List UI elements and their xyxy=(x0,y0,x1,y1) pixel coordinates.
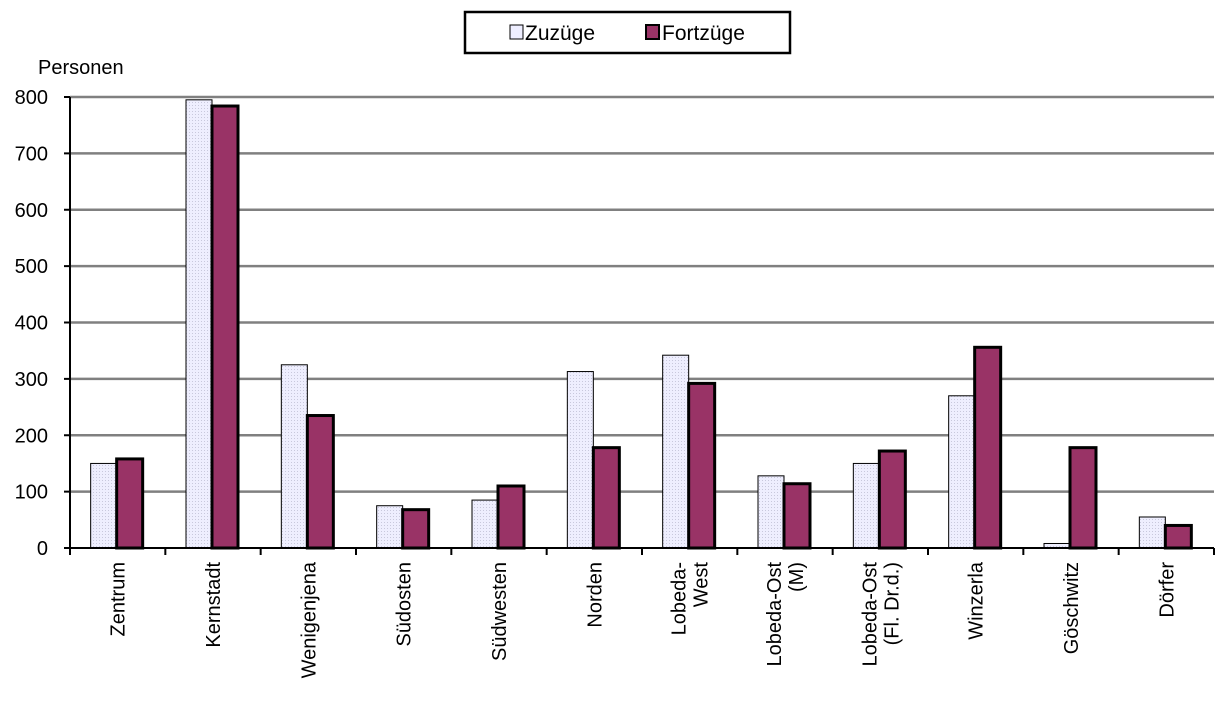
bar-fortzuege xyxy=(210,104,240,550)
x-category-label: Dörfer xyxy=(1156,562,1178,618)
y-tick-label: 0 xyxy=(37,538,48,560)
bar-fortzuege xyxy=(687,381,717,550)
x-category-label: Lobeda-Ost xyxy=(859,562,881,667)
legend-label-fortzuege: Fortzüge xyxy=(662,22,745,45)
y-tick-label: 400 xyxy=(15,313,48,335)
bar-zuzuege xyxy=(376,505,404,549)
x-category-label: Südwesten xyxy=(489,562,511,661)
y-tick-label: 800 xyxy=(15,87,48,109)
x-category-label: Lobeda-Ost xyxy=(764,562,786,667)
bar-fortzuege xyxy=(973,345,1003,550)
x-category-label: Kernstadt xyxy=(203,562,225,648)
bar-fortzuege xyxy=(496,484,526,550)
bar-fortzuege xyxy=(305,414,335,550)
x-category-label: Wenigenjena xyxy=(298,561,320,678)
bar-zuzuege xyxy=(852,462,880,549)
bar-fortzuege xyxy=(401,508,431,550)
y-tick-label: 600 xyxy=(15,200,48,222)
bar-fortzuege xyxy=(115,457,145,550)
x-category-label: Zentrum xyxy=(108,562,130,636)
y-tick-label: 700 xyxy=(15,143,48,165)
x-category-label: Norden xyxy=(584,562,606,628)
bar-fortzuege xyxy=(877,449,907,550)
y-axis-label: Personen xyxy=(38,57,124,79)
y-tick-label: 300 xyxy=(15,369,48,391)
bar-zuzuege xyxy=(280,364,308,549)
x-category-label: Lobeda- xyxy=(669,562,691,635)
bar-fortzuege xyxy=(591,446,621,550)
bar-zuzuege xyxy=(185,99,213,549)
legend-label-zuzuege: Zuzüge xyxy=(525,22,595,45)
x-category-label: (M) xyxy=(786,562,808,592)
x-category-label: Südosten xyxy=(394,562,416,647)
bar-zuzuege xyxy=(948,395,976,549)
legend-swatch-fortzuege xyxy=(645,24,660,40)
legend-swatch-zuzuege xyxy=(509,24,524,40)
legend-box xyxy=(463,10,792,55)
x-category-label: West xyxy=(691,562,713,608)
bar-zuzuege xyxy=(471,499,499,549)
y-tick-label: 500 xyxy=(15,256,48,278)
bar-fortzuege xyxy=(1163,523,1193,550)
bar-zuzuege xyxy=(757,475,785,549)
x-category-label: Göschwitz xyxy=(1061,562,1083,654)
bar-zuzuege xyxy=(1138,516,1166,549)
bar-zuzuege xyxy=(90,462,118,549)
bar-zuzuege xyxy=(662,354,690,549)
y-tick-label: 200 xyxy=(15,425,48,447)
bar-fortzuege xyxy=(1068,446,1098,550)
bar-fortzuege xyxy=(782,482,812,550)
bar-zuzuege xyxy=(566,371,594,549)
x-category-label: Winzerla xyxy=(966,561,988,640)
y-tick-label: 100 xyxy=(15,482,48,504)
x-category-label: (Fl. Dr.d.) xyxy=(881,562,903,645)
